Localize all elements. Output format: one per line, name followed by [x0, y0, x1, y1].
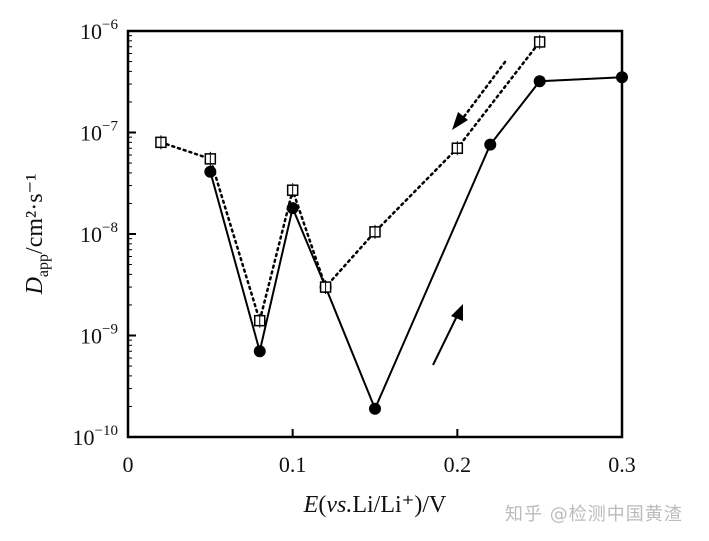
- data-point-circle: [533, 75, 546, 88]
- x-tick-label: 0.2: [444, 452, 472, 477]
- data-point-circle: [253, 345, 266, 358]
- series-line-0: [209, 76, 623, 412]
- y-tick-label: 10−7: [80, 119, 118, 146]
- y-tick-label: 10−10: [73, 423, 118, 450]
- data-point-circle: [616, 71, 628, 84]
- y-tick-label: 10−6: [80, 17, 118, 44]
- arrow-dotted: [458, 60, 507, 124]
- x-tick-label: 0: [123, 452, 134, 477]
- data-point-circle: [369, 402, 381, 415]
- arrow-solid: [432, 315, 458, 366]
- x-tick-label: 0.1: [279, 452, 307, 477]
- arrow-solid-head: [451, 304, 463, 321]
- watermark: 知乎 @检测中国黄渣: [505, 504, 683, 525]
- x-tick-label: 0.3: [608, 452, 636, 477]
- y-tick-label: 10−9: [80, 322, 118, 349]
- data-point-circle: [286, 202, 299, 215]
- x-axis-label: E(vs.Li/Li⁺)/V: [303, 492, 447, 518]
- data-point-circle: [484, 138, 497, 151]
- series-line-1: [159, 40, 541, 326]
- y-axis-label: Dapp/cm²·s⁻¹: [22, 174, 52, 296]
- y-tick-label: 10−8: [80, 220, 118, 247]
- arrow-dotted-head: [452, 112, 468, 130]
